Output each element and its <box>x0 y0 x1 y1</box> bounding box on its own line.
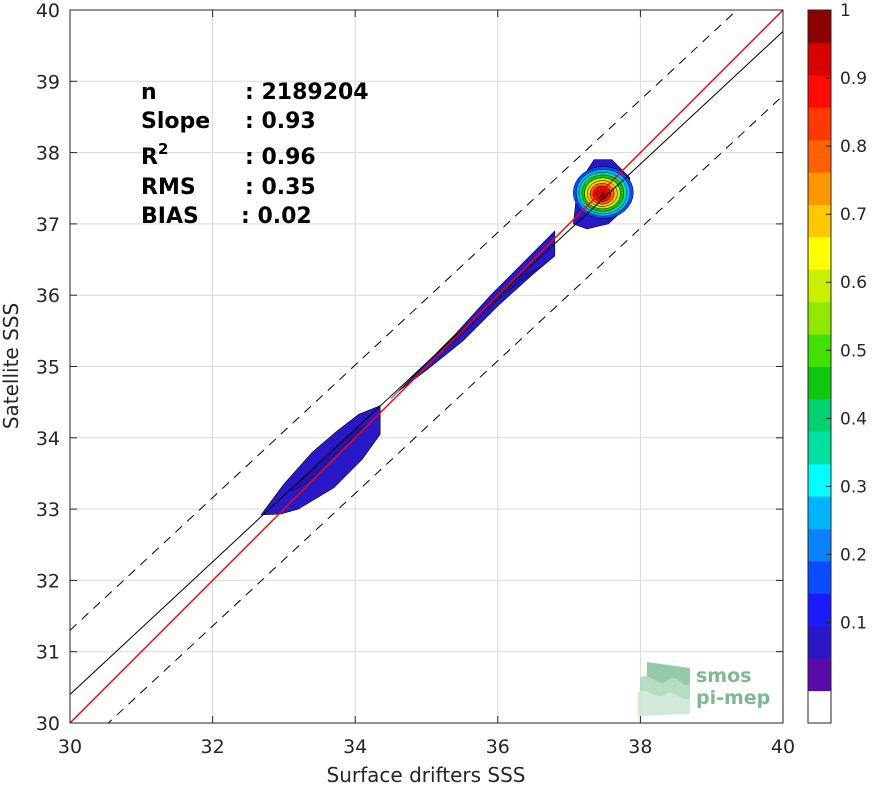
y-axis-ticks: 30 31 32 33 34 35 36 37 38 39 40 <box>36 0 783 735</box>
identity-line <box>70 10 783 723</box>
colorbar <box>807 9 832 724</box>
x-axis-label: Surface drifters SSS <box>327 763 526 787</box>
y-tick-label: 34 <box>36 428 60 450</box>
stat-value: : 2189204 <box>245 80 369 105</box>
colorbar-ticks: 0.1 0.2 0.3 0.4 0.5 0.6 0.7 0.8 0.9 1 <box>826 1 867 634</box>
y-tick-label: 40 <box>36 0 60 22</box>
x-axis-ticks: 30 32 34 36 38 40 <box>58 10 795 758</box>
smos-pi-mep-logo: smos pi-mep <box>638 662 770 716</box>
stat-label: n <box>141 80 157 105</box>
colorbar-tick-label: 0.3 <box>840 477 867 497</box>
y-tick-label: 32 <box>36 570 60 592</box>
colorbar-tick-label: 0.2 <box>840 545 867 565</box>
colorbar-segment <box>808 625 831 659</box>
colorbar-segment <box>808 10 831 43</box>
stat-value: : 0.35 <box>245 175 316 200</box>
stat-superscript: 2 <box>158 140 168 158</box>
y-tick-label: 38 <box>36 143 60 165</box>
x-tick-label: 32 <box>201 736 225 758</box>
colorbar-segment <box>808 463 831 497</box>
colorbar-segment <box>808 528 831 562</box>
colorbar-tick-label: 0.1 <box>840 614 867 634</box>
logo-line1: smos <box>696 665 751 687</box>
y-tick-label: 30 <box>36 713 60 735</box>
y-tick-label: 31 <box>36 642 60 664</box>
x-tick-label: 38 <box>628 736 652 758</box>
colorbar-segment <box>808 172 831 205</box>
regression-lines <box>70 10 783 723</box>
y-axis-label: Satellite SSS <box>0 303 23 429</box>
stat-value: : 0.93 <box>245 109 316 134</box>
stat-label: Slope <box>141 109 210 134</box>
colorbar-tick-label: 0.4 <box>840 409 867 429</box>
stat-label: RMS <box>141 175 196 200</box>
density-ridge <box>440 266 541 353</box>
colorbar-segment <box>808 496 831 530</box>
x-tick-label: 30 <box>58 736 82 758</box>
colorbar-segment <box>808 334 831 367</box>
lower-bound-line <box>107 95 783 723</box>
stat-label: BIAS <box>141 204 199 229</box>
colorbar-segment <box>808 593 831 627</box>
colorbar-segment <box>808 74 831 108</box>
density-region <box>260 405 381 516</box>
x-tick-label: 36 <box>486 736 510 758</box>
colorbar-segment <box>808 139 831 173</box>
colorbar-tick-label: 0.9 <box>840 69 867 89</box>
colorbar-segment <box>808 398 831 432</box>
colorbar-segment <box>808 366 831 400</box>
y-tick-label: 33 <box>36 499 60 521</box>
density-region <box>390 230 556 399</box>
colorbar-frame <box>807 9 832 724</box>
upper-bound-line <box>70 10 738 631</box>
y-tick-label: 39 <box>36 71 60 93</box>
colorbar-segment <box>808 204 831 238</box>
colorbar-segment <box>808 690 831 724</box>
stat-value: : 0.96 <box>245 145 316 170</box>
grid <box>69 9 784 724</box>
fit-line <box>70 31 783 695</box>
logo-line2: pi-mep <box>696 687 770 709</box>
stat-value: : 0.02 <box>241 204 312 229</box>
colorbar-segment <box>808 301 831 335</box>
colorbar-segment <box>808 42 831 76</box>
colorbar-segment <box>808 431 831 465</box>
x-tick-label: 34 <box>343 736 367 758</box>
y-tick-label: 35 <box>36 357 60 379</box>
colorbar-segment <box>808 236 831 270</box>
waves-icon <box>638 662 690 716</box>
colorbar-tick-label: 0.8 <box>840 137 867 157</box>
y-tick-label: 37 <box>36 214 60 236</box>
colorbar-tick-label: 0.6 <box>840 273 867 293</box>
colorbar-segment <box>808 107 831 141</box>
y-tick-label: 36 <box>36 285 60 307</box>
colorbar-segment <box>808 560 831 594</box>
colorbar-segment <box>808 269 831 303</box>
colorbar-tick-label: 0.5 <box>840 341 867 361</box>
colorbar-segment <box>808 658 831 692</box>
x-tick-label: 40 <box>771 736 795 758</box>
colorbar-tick-label: 1 <box>840 1 851 21</box>
colorbar-tick-label: 0.7 <box>840 205 867 225</box>
